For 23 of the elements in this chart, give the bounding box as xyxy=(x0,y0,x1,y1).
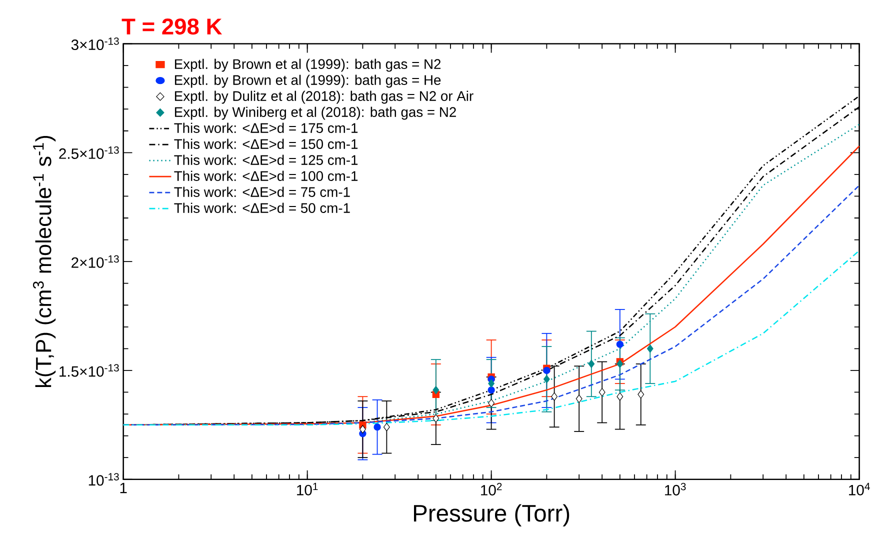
x-tick-label: 10$^{4}$ xyxy=(849,482,870,496)
legend-label: This work: <ΔE>d = 175 cm-1 xyxy=(174,122,358,133)
x-tick-label: 10$^{3}$ xyxy=(665,482,686,496)
legend-label: This work: <ΔE>d = 75 cm-1 xyxy=(174,186,350,197)
y-axis-title: k(T,P) (cm$^{3}$ molecule$^{-1}$ s$^{-1}$) xyxy=(32,136,56,388)
legend-label: This work: <ΔE>d = 150 cm-1 xyxy=(174,138,358,149)
y-tick-label: 2.5×10$^{-13}$ xyxy=(59,146,119,159)
legend-label: Exptl. by Brown et al (1999): bath gas = N2 xyxy=(174,58,441,72)
x-axis-title: Pressure (Torr) xyxy=(414,504,570,526)
x-tick-label: 1 xyxy=(120,482,127,494)
y-tick-label: 10$^{-13}$ xyxy=(88,473,119,486)
legend-label: This work: <ΔE>d = 125 cm-1 xyxy=(174,154,358,165)
y-tick-label: 3×10$^{-13}$ xyxy=(71,37,119,50)
legend-label: This work: <ΔE>d = 100 cm-1 xyxy=(174,170,358,181)
y-tick-label: 1.5×10$^{-13}$ xyxy=(60,364,119,377)
x-tick-label: 10$^{1}$ xyxy=(297,482,318,496)
legend-label: Exptl. by Winiberg et al (2018): bath gas = N2 xyxy=(174,106,456,120)
legend-label: Exptl. by Dulitz et al (2018): bath gas = N2 or Air xyxy=(174,90,474,104)
x-tick-label: 10$^{2}$ xyxy=(481,482,502,496)
chart-title: T = 298 K xyxy=(122,18,222,35)
legend-label: This work: <ΔE>d = 50 cm-1 xyxy=(174,202,350,213)
y-tick-label: 2×10$^{-13}$ xyxy=(72,255,119,268)
legend-label: Exptl. by Brown et al (1999): bath gas = He xyxy=(174,74,441,88)
